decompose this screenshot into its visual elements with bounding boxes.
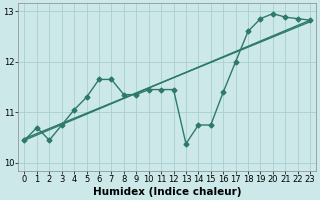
- X-axis label: Humidex (Indice chaleur): Humidex (Indice chaleur): [93, 187, 242, 197]
